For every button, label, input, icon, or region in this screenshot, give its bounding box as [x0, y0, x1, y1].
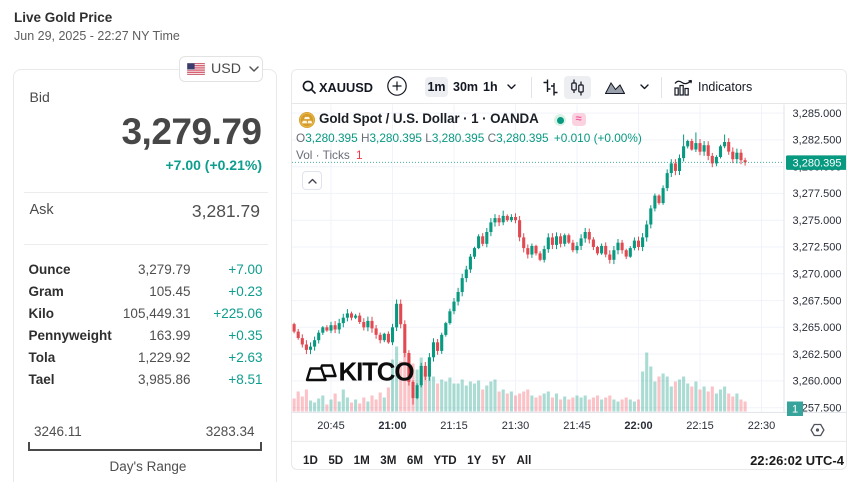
svg-text:3,277.500: 3,277.500 — [793, 188, 842, 200]
svg-text:21:45: 21:45 — [563, 420, 591, 432]
svg-text:22:15: 22:15 — [686, 420, 714, 432]
svg-text:3,257.500: 3,257.500 — [793, 402, 842, 414]
svg-text:3,280.395: 3,280.395 — [793, 157, 842, 169]
svg-text:3,270.000: 3,270.000 — [793, 268, 842, 280]
svg-text:1: 1 — [792, 403, 798, 415]
svg-text:3,285.000: 3,285.000 — [793, 107, 842, 119]
svg-text:3,275.000: 3,275.000 — [793, 214, 842, 226]
svg-text:3,260.000: 3,260.000 — [793, 375, 842, 387]
svg-text:3,267.500: 3,267.500 — [793, 295, 842, 307]
svg-text:KITCO: KITCO — [339, 356, 415, 386]
svg-text:22:30: 22:30 — [748, 420, 776, 432]
svg-text:22:00: 22:00 — [624, 420, 652, 432]
svg-text:3,272.500: 3,272.500 — [793, 241, 842, 253]
svg-text:21:00: 21:00 — [378, 420, 406, 432]
svg-text:21:30: 21:30 — [502, 420, 530, 432]
svg-text:3,265.000: 3,265.000 — [793, 322, 842, 334]
svg-text:3,262.500: 3,262.500 — [793, 348, 842, 360]
svg-text:20:45: 20:45 — [317, 420, 345, 432]
svg-text:3,282.500: 3,282.500 — [793, 134, 842, 146]
svg-text:21:15: 21:15 — [440, 420, 468, 432]
